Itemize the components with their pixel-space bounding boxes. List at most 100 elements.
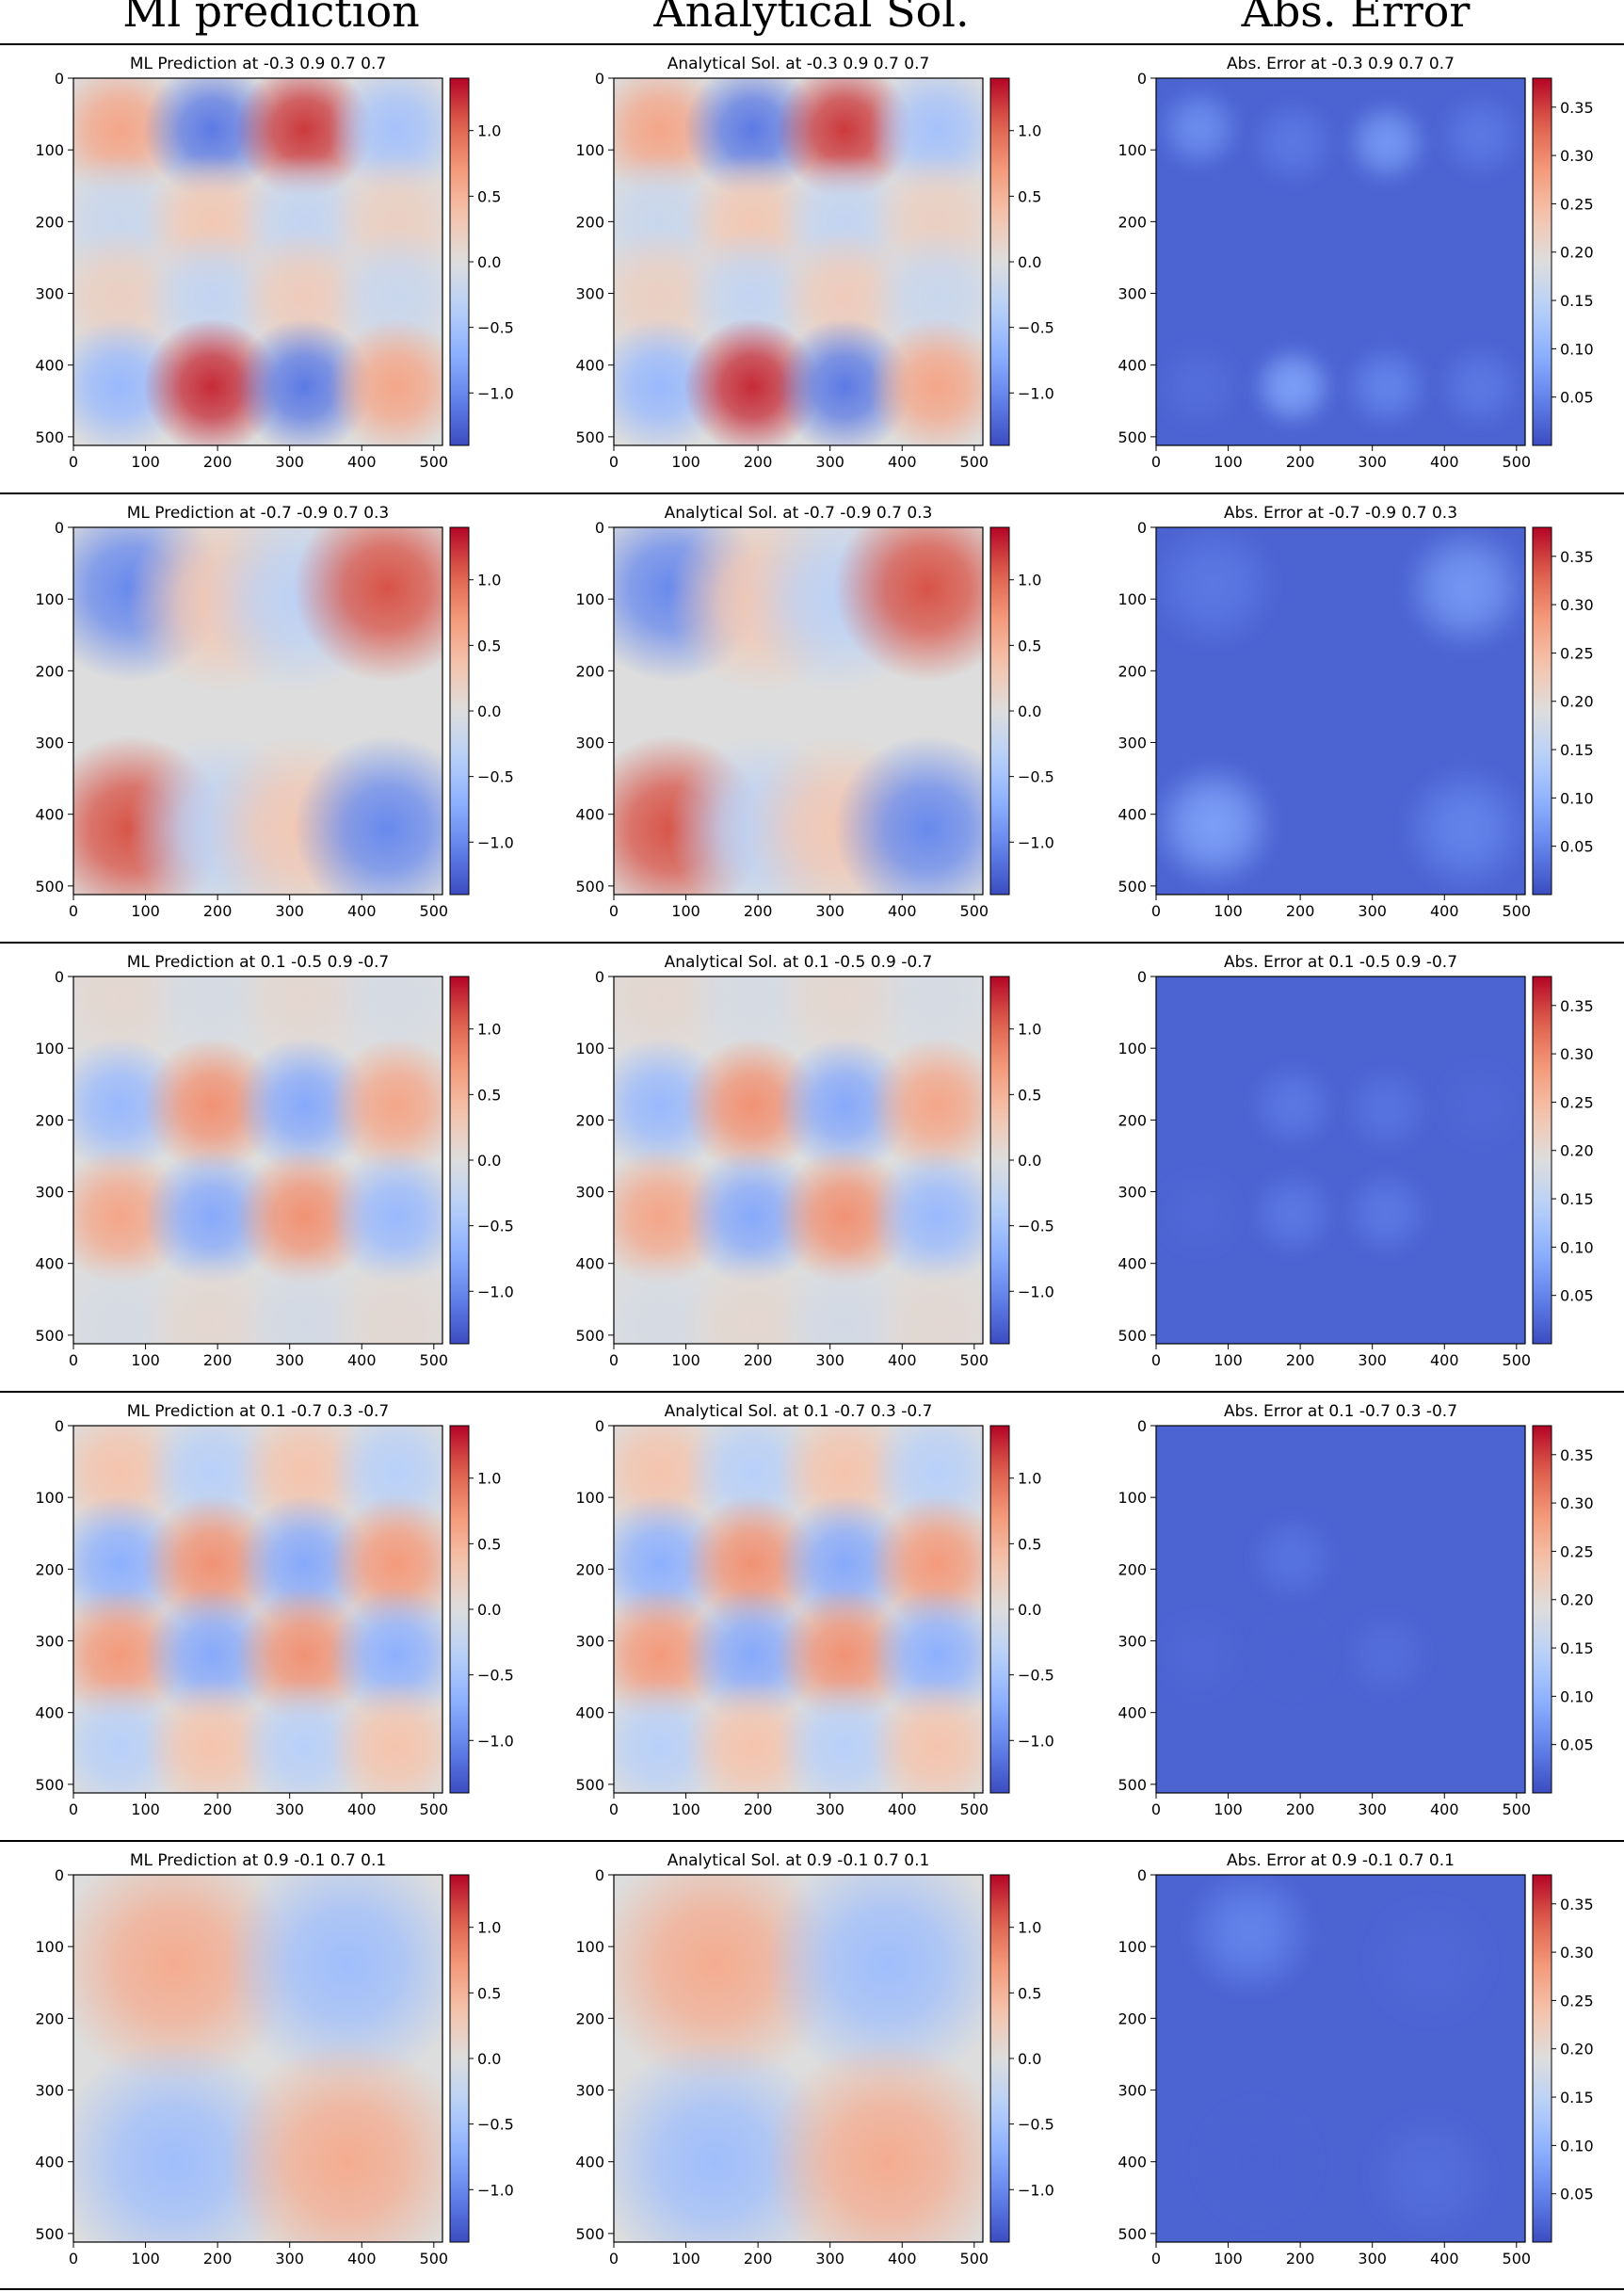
column-title-1: Ml prediction (122, 0, 420, 37)
colorbar (449, 526, 470, 896)
plot-frame (1155, 1425, 1526, 1794)
colorbar (989, 1425, 1010, 1794)
panel-r2-c1: ML Prediction at -0.7 -0.9 0.7 0.3 0 0 100 1… (35, 504, 514, 920)
error-blob (1184, 1875, 1315, 1997)
y-tick-label: 500 (35, 2225, 64, 2243)
x-tick-label: 400 (888, 453, 917, 471)
x-tick-label: 500 (960, 1800, 989, 1818)
panel-r3-c1: ML Prediction at 0.1 -0.5 0.9 -0.7 0 0 100 1… (35, 953, 514, 1369)
x-tick-label: 0 (1151, 2250, 1161, 2268)
heatmap-blob (293, 734, 442, 895)
panel-r1-c3: Abs. Error at -0.3 0.9 0.7 0.7 0 0 100 100 20… (1118, 55, 1593, 471)
plot-frame (613, 526, 984, 896)
y-tick-label: 100 (1118, 1489, 1147, 1507)
y-tick-label: 400 (575, 1255, 604, 1273)
x-tick-label: 400 (1430, 2250, 1459, 2268)
y-tick-label: 200 (1118, 662, 1147, 680)
colorbar-tick-label: 0.35 (1560, 1446, 1594, 1464)
y-tick-label: 300 (35, 285, 64, 303)
x-tick-label: 300 (1358, 2250, 1387, 2268)
x-tick-label: 400 (347, 1800, 377, 1818)
colorbar-tick-label: 0.5 (477, 1984, 501, 2002)
heatmap-blob (224, 2040, 442, 2242)
error-blob (1401, 764, 1525, 894)
colorbar-tick-label: 0.30 (1560, 1494, 1594, 1512)
x-tick-label: 100 (1214, 2250, 1243, 2268)
x-tick-label: 300 (1358, 1351, 1387, 1369)
x-tick-label: 100 (131, 2250, 160, 2268)
heatmap-image (614, 1426, 983, 1793)
y-tick-label: 500 (35, 878, 64, 896)
y-tick-label: 0 (1137, 1866, 1147, 1884)
error-blob (1343, 1612, 1430, 1699)
y-tick-label: 200 (35, 213, 64, 231)
panel-title: Analytical Sol. at -0.3 0.9 0.7 0.7 (667, 55, 930, 73)
y-tick-label: 200 (35, 662, 64, 680)
error-blob (1365, 1896, 1495, 2026)
colorbar-tick-label: 0.20 (1560, 693, 1594, 711)
heatmap-blob (868, 318, 983, 445)
x-tick-label: 200 (1286, 1800, 1315, 1818)
x-tick-label: 100 (131, 1800, 160, 1818)
colorbar-tick-label: 0.15 (1560, 292, 1594, 310)
colorbar-tick-label: 0.05 (1560, 838, 1594, 856)
y-tick-label: 0 (595, 519, 604, 537)
colorbar-tick-label: 0.20 (1560, 244, 1594, 262)
error-blob (1156, 85, 1243, 172)
x-tick-label: 300 (1358, 453, 1387, 471)
y-tick-label: 0 (595, 1866, 604, 1884)
plot-frame (613, 77, 984, 446)
x-tick-label: 500 (420, 902, 449, 920)
x-tick-label: 200 (744, 2250, 773, 2268)
x-tick-label: 0 (69, 453, 78, 471)
y-tick-label: 400 (575, 2154, 604, 2171)
y-tick-label: 400 (35, 806, 64, 824)
colorbar-tick-label: 0.30 (1560, 596, 1594, 614)
colorbar-tick-label: 0.15 (1560, 2089, 1594, 2106)
colorbar-tick-label: −0.5 (477, 1667, 514, 1685)
colorbar-tick-label: −1.0 (1018, 384, 1054, 402)
error-blob (1343, 1066, 1430, 1153)
colorbar-tick-label: −0.5 (1018, 319, 1054, 337)
y-tick-label: 0 (55, 1417, 64, 1435)
heatmap-image (73, 1426, 442, 1793)
error-blob (1365, 2111, 1495, 2241)
colorbar-tick-label: −0.5 (477, 2116, 514, 2134)
colorbar-tick-label: 0.25 (1560, 1093, 1594, 1111)
y-tick-label: 0 (1137, 1417, 1147, 1435)
y-tick-label: 0 (1137, 70, 1147, 88)
y-tick-label: 200 (575, 2010, 604, 2027)
y-tick-label: 300 (575, 285, 604, 303)
colorbar-tick-label: 0.25 (1560, 195, 1594, 213)
colorbar-tick-label: 1.0 (1018, 1919, 1041, 1937)
x-tick-label: 100 (1214, 1351, 1243, 1369)
colorbar (1532, 976, 1552, 1345)
x-tick-label: 300 (275, 453, 304, 471)
heatmap-blob (328, 318, 442, 445)
error-blob (1156, 760, 1279, 890)
x-tick-label: 100 (1214, 453, 1243, 471)
x-tick-label: 500 (960, 2250, 989, 2268)
y-tick-label: 400 (575, 806, 604, 824)
colorbar-tick-label: 0.0 (477, 1601, 501, 1619)
x-tick-label: 0 (1151, 902, 1161, 920)
y-tick-label: 400 (1118, 1704, 1147, 1722)
y-tick-label: 500 (575, 1776, 604, 1794)
error-blob (1343, 99, 1430, 186)
x-tick-label: 0 (609, 1351, 619, 1369)
colorbar-tick-label: −0.5 (1018, 768, 1054, 786)
heatmap-image (73, 1875, 442, 2242)
plot-frame (1155, 526, 1526, 896)
y-tick-label: 200 (1118, 213, 1147, 231)
x-tick-label: 300 (1358, 1800, 1387, 1818)
panel-title: Abs. Error at 0.1 -0.5 0.9 -0.7 (1224, 953, 1457, 972)
colorbar-tick-label: 0.25 (1560, 644, 1594, 662)
x-tick-label: 400 (347, 453, 377, 471)
plot-frame (613, 1874, 984, 2243)
colorbar-tick-label: 1.0 (477, 122, 501, 140)
colorbar-tick-label: −1.0 (477, 1283, 514, 1300)
colorbar-tick-label: −0.5 (477, 768, 514, 786)
heatmap-blob (868, 1678, 983, 1793)
x-tick-label: 500 (1503, 453, 1532, 471)
heatmap-background (1156, 1426, 1525, 1793)
